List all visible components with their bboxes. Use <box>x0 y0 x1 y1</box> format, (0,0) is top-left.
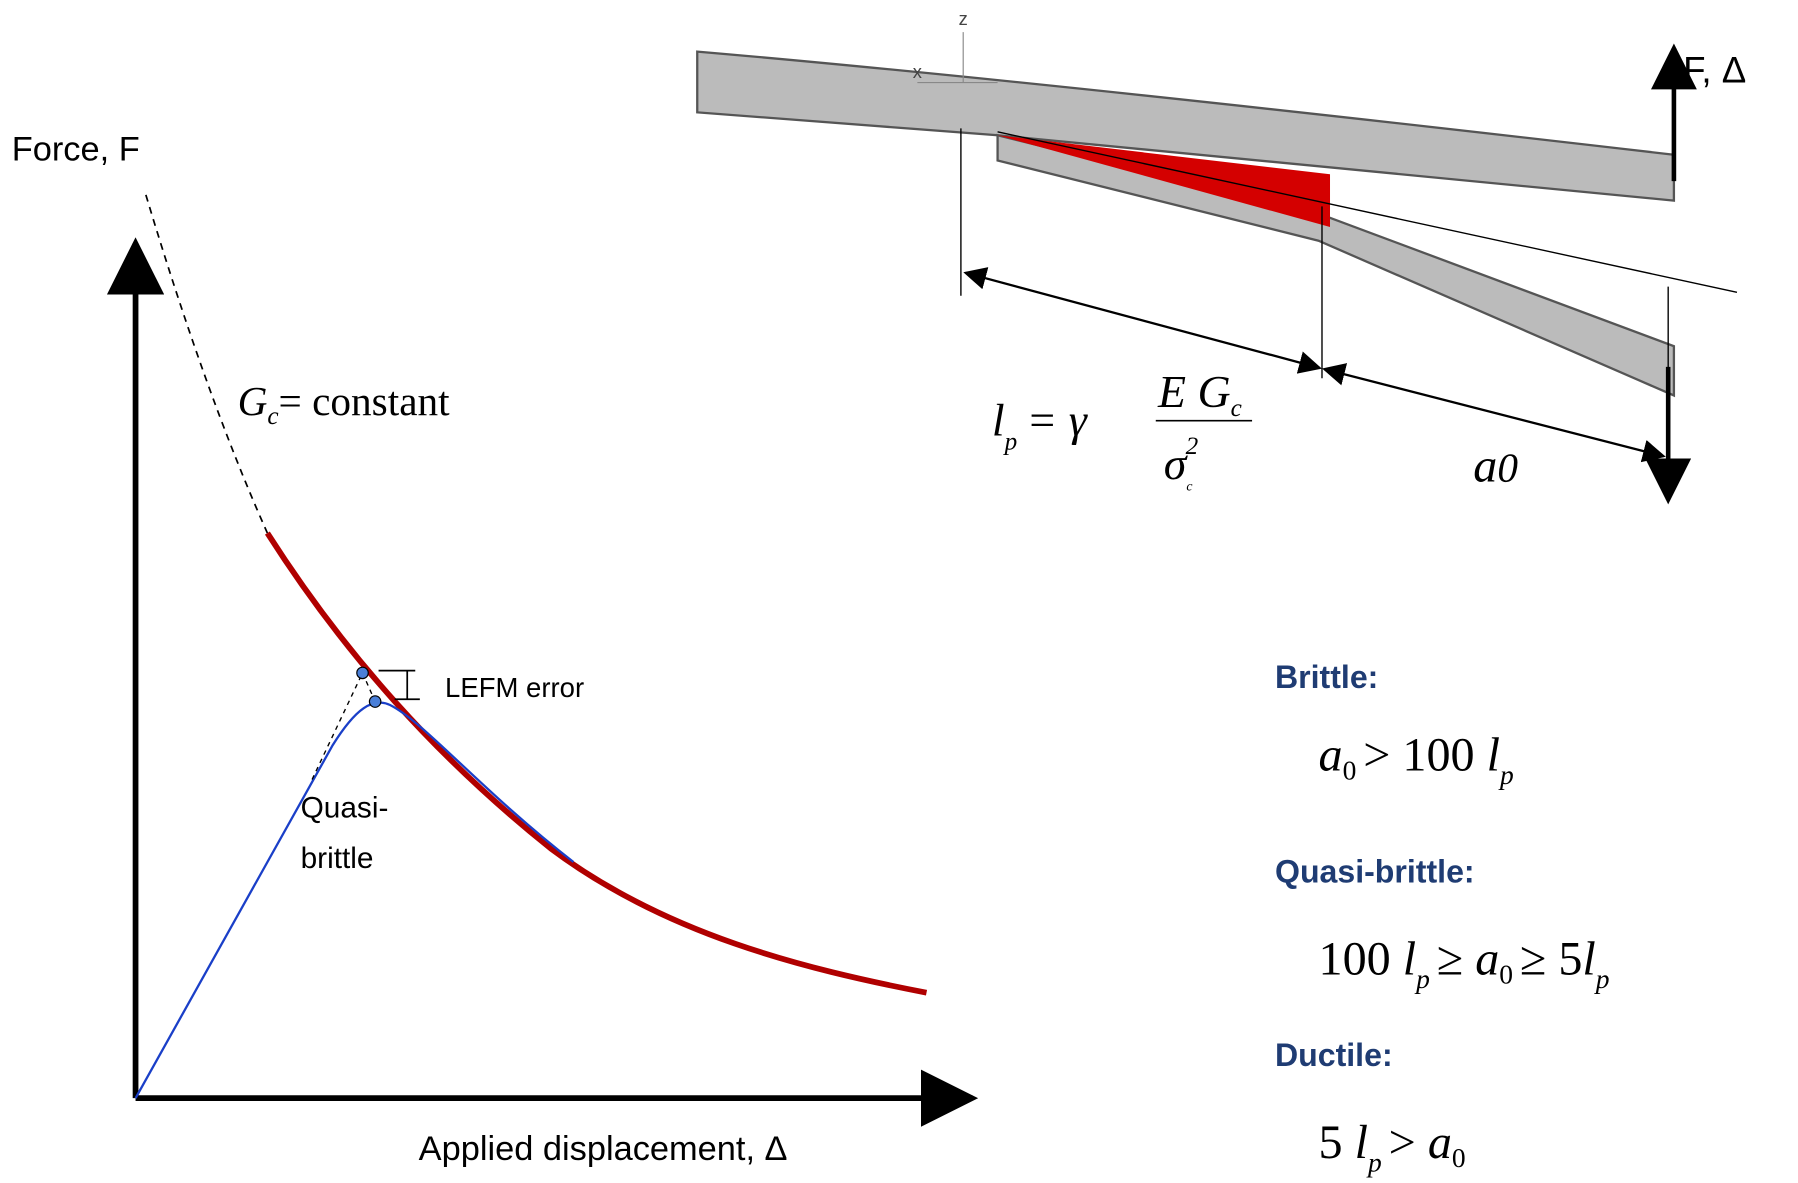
dimension <box>965 273 1319 368</box>
sub: p <box>1498 759 1514 790</box>
lefm-curve <box>267 533 926 993</box>
sym: a <box>1319 728 1343 781</box>
region-label: brittle <box>301 842 374 875</box>
sub: c <box>1231 395 1242 422</box>
sym: a <box>1473 439 1497 492</box>
annotation: LEFM error <box>445 672 584 703</box>
sym: a <box>1428 1116 1452 1169</box>
op: > 100 <box>1363 728 1486 781</box>
sym: E G <box>1157 366 1231 417</box>
quasi-brittle-curve <box>136 703 574 1099</box>
load-label: F, Δ <box>1683 50 1746 91</box>
op: ≥ 5 <box>1520 932 1583 985</box>
x-label: Applied displacement, Δ <box>419 1130 788 1168</box>
sym: l <box>1403 932 1416 985</box>
axis-x: x <box>913 61 922 82</box>
criterion-formula: 100 lp≥ a0≥ 5lp <box>1319 932 1610 994</box>
point <box>357 667 368 678</box>
sub: 0 <box>1343 754 1357 785</box>
sub: c <box>1186 479 1192 494</box>
criterion-name: Brittle: <box>1275 659 1378 695</box>
extrapolation <box>146 195 268 533</box>
beam: z x F, Δ lp= γ E Gc σc2 a0 <box>697 8 1746 500</box>
sub: p <box>1414 963 1430 994</box>
sub: 0 <box>1499 959 1513 990</box>
sym: l <box>992 395 1005 446</box>
y-label: Force, F <box>12 130 140 168</box>
page: Force, F Applied displacement, Δ Gc= con… <box>0 0 1798 1183</box>
formula: lp= γ E Gc σc2 <box>992 366 1252 494</box>
op: 100 <box>1319 932 1403 985</box>
op: > <box>1389 1116 1428 1169</box>
sub: 0 <box>1452 1142 1466 1173</box>
curve-label: Gc= constant <box>238 378 451 430</box>
sym: l <box>1582 932 1595 985</box>
sub: c <box>267 403 278 430</box>
sym: G <box>238 378 268 424</box>
axis-z: z <box>959 8 968 29</box>
denominator: σc2 <box>1164 433 1199 494</box>
criteria: Brittle: a0> 100 lp Quasi-brittle: 100 l… <box>1275 659 1610 1178</box>
sub: p <box>1003 428 1018 455</box>
sym: l <box>1355 1116 1368 1169</box>
criterion-name: Quasi-brittle: <box>1275 854 1475 890</box>
sym: a <box>1475 932 1499 985</box>
criterion-formula: 5 lp> a0 <box>1319 1116 1466 1178</box>
sub: 0 <box>1497 444 1518 490</box>
sym: l <box>1487 728 1500 781</box>
plot: Force, F Applied displacement, Δ Gc= con… <box>12 130 973 1168</box>
sup: 2 <box>1186 433 1199 460</box>
rest: = constant <box>279 378 451 424</box>
crack-length: a0 <box>1473 439 1518 492</box>
region-label: Quasi- <box>301 791 389 824</box>
numerator: E Gc <box>1157 366 1242 422</box>
op: 5 <box>1319 1116 1355 1169</box>
error-bracket <box>379 671 420 700</box>
sub: p <box>1594 963 1610 994</box>
op: ≥ <box>1437 932 1475 985</box>
point <box>369 696 380 707</box>
op: = γ <box>1026 395 1088 446</box>
criterion-name: Ductile: <box>1275 1037 1393 1073</box>
sym: lp = γ <box>992 395 1089 456</box>
sub: p <box>1366 1147 1382 1178</box>
criterion-formula: a0> 100 lp <box>1319 728 1514 790</box>
